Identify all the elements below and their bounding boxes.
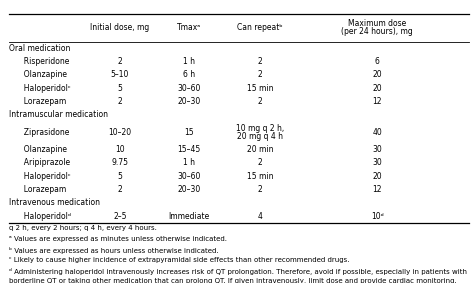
Text: 30–60: 30–60 <box>177 171 201 181</box>
Text: 9.75: 9.75 <box>111 158 128 167</box>
Text: ᶜ Likely to cause higher incidence of extrapyramidal side effects than other rec: ᶜ Likely to cause higher incidence of ex… <box>9 257 350 263</box>
Text: Risperidone: Risperidone <box>18 57 69 66</box>
Text: Intravenous medication: Intravenous medication <box>9 198 100 207</box>
Text: Olanzapine: Olanzapine <box>18 70 67 80</box>
Text: Tmaxᵃ: Tmaxᵃ <box>177 23 201 32</box>
Text: 12: 12 <box>373 185 382 194</box>
Text: ᵇ Values are expressed as hours unless otherwise indicated.: ᵇ Values are expressed as hours unless o… <box>9 246 219 254</box>
Text: 20 min: 20 min <box>247 145 273 154</box>
Text: 2: 2 <box>258 97 263 106</box>
Text: Lorazepam: Lorazepam <box>18 185 66 194</box>
Text: Intramuscular medication: Intramuscular medication <box>9 110 109 119</box>
Text: 2: 2 <box>258 57 263 66</box>
Text: 5: 5 <box>118 171 122 181</box>
Text: 2: 2 <box>258 158 263 167</box>
Text: Aripiprazole: Aripiprazole <box>18 158 70 167</box>
Text: 15 min: 15 min <box>247 171 273 181</box>
Text: ᵈ Administering haloperidol intravenously increases risk of QT prolongation. The: ᵈ Administering haloperidol intravenousl… <box>9 268 467 275</box>
Text: 10–20: 10–20 <box>108 128 131 137</box>
Text: 5: 5 <box>118 84 122 93</box>
Text: 30: 30 <box>373 145 382 154</box>
Text: 15 min: 15 min <box>247 84 273 93</box>
Text: Initial dose, mg: Initial dose, mg <box>90 23 149 32</box>
Text: 15–45: 15–45 <box>177 145 201 154</box>
Text: 30–60: 30–60 <box>177 84 201 93</box>
Text: 40: 40 <box>373 128 382 137</box>
Text: 20 mg q 4 h: 20 mg q 4 h <box>237 132 283 141</box>
Text: 4: 4 <box>258 212 263 220</box>
Text: 20–30: 20–30 <box>177 185 201 194</box>
Text: q 2 h, every 2 hours; q 4 h, every 4 hours.: q 2 h, every 2 hours; q 4 h, every 4 hou… <box>9 226 157 231</box>
Text: 20: 20 <box>373 70 382 80</box>
Text: (per 24 hours), mg: (per 24 hours), mg <box>341 27 413 37</box>
Text: 6 h: 6 h <box>183 70 195 80</box>
Text: 15: 15 <box>184 128 193 137</box>
Text: Maximum dose: Maximum dose <box>348 19 406 28</box>
Text: 2: 2 <box>118 185 122 194</box>
Text: Lorazepam: Lorazepam <box>18 97 66 106</box>
Text: ᵃ Values are expressed as minutes unless otherwise indicated.: ᵃ Values are expressed as minutes unless… <box>9 236 228 242</box>
Text: 5–10: 5–10 <box>110 70 129 80</box>
Text: 2: 2 <box>118 57 122 66</box>
Text: 1 h: 1 h <box>183 158 195 167</box>
Text: Haloperidolᶜ: Haloperidolᶜ <box>18 171 70 181</box>
Text: 10ᵈ: 10ᵈ <box>371 212 383 220</box>
Text: 2: 2 <box>258 185 263 194</box>
Text: Oral medication: Oral medication <box>9 44 71 53</box>
Text: 6: 6 <box>375 57 380 66</box>
Text: 10 mg q 2 h,: 10 mg q 2 h, <box>236 124 284 133</box>
Text: 20–30: 20–30 <box>177 97 201 106</box>
Text: 20: 20 <box>373 84 382 93</box>
Text: Haloperidolᶜ: Haloperidolᶜ <box>18 84 70 93</box>
Text: 20: 20 <box>373 171 382 181</box>
Text: borderline QT or taking other medication that can prolong QT. If given intraveno: borderline QT or taking other medication… <box>9 278 457 283</box>
Text: Haloperidolᵈ: Haloperidolᵈ <box>18 212 71 220</box>
Text: 2–5: 2–5 <box>113 212 127 220</box>
Text: 30: 30 <box>373 158 382 167</box>
Text: 10: 10 <box>115 145 125 154</box>
Text: Can repeatᵇ: Can repeatᵇ <box>237 23 283 32</box>
Text: 2: 2 <box>258 70 263 80</box>
Text: 2: 2 <box>118 97 122 106</box>
Text: Ziprasidone: Ziprasidone <box>18 128 69 137</box>
Text: Olanzapine: Olanzapine <box>18 145 67 154</box>
Text: Immediate: Immediate <box>168 212 210 220</box>
Text: 1 h: 1 h <box>183 57 195 66</box>
Text: 12: 12 <box>373 97 382 106</box>
